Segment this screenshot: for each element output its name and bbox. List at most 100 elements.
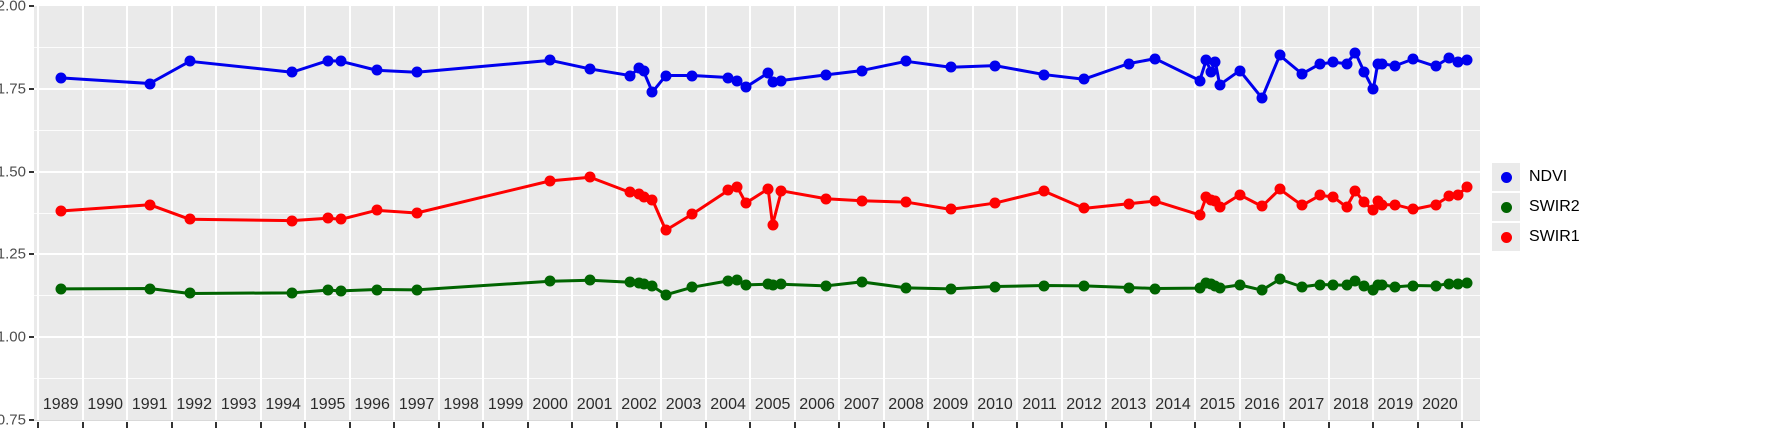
data-point-swir1 [1376,199,1388,211]
data-point-swir1 [335,213,347,225]
data-point-ndvi [1341,58,1353,70]
data-point-swir1 [1123,198,1134,210]
y-axis-tick-label: 1.75 [0,80,26,98]
x-axis-tick-mark [971,422,974,428]
y-axis-tick-label: 1.50 [0,163,26,181]
legend-marker-dot-icon [1500,201,1512,213]
y-axis: 0.75 1.00 1.25 1.50 1.75 2.00 [0,0,34,442]
data-point-swir2 [646,280,658,292]
data-point-swir1 [767,219,779,231]
gridline-major-vertical [749,6,752,420]
data-point-swir1 [1430,199,1441,211]
data-point-swir2 [1367,284,1379,296]
x-axis-tick-mark [749,422,752,428]
data-point-swir1 [1341,201,1353,213]
gridline-minor-horizontal [34,378,1480,380]
data-point-ndvi [762,67,774,79]
data-point-ndvi [1296,68,1308,80]
data-point-swir1 [55,205,67,217]
data-point-ndvi [1376,58,1388,70]
x-axis-tick-mark [259,422,262,428]
x-axis-tick-label: 2010 [977,396,1013,413]
data-point-swir2 [1314,279,1326,291]
x-axis-tick-label: 1997 [398,396,435,413]
x-axis-tick-label: 1989 [42,396,79,413]
data-point-ndvi [1349,47,1361,59]
data-point-ndvi [1200,54,1212,66]
gridline-major-vertical [882,6,885,420]
data-point-swir2 [1358,280,1370,292]
y-axis-tick-label: 1.25 [0,245,26,263]
x-axis-tick-label: 2007 [843,396,880,413]
x-axis-tick-label: 2012 [1066,396,1102,413]
data-point-swir1 [1274,183,1286,195]
x-axis-tick-label: 2014 [1155,396,1191,413]
data-point-swir2 [1296,281,1308,293]
x-axis-tick-mark [615,422,618,428]
gridline-major-vertical [1105,6,1108,420]
data-point-ndvi [775,75,787,87]
legend-marker-dot-icon [1500,231,1512,243]
x-axis-labels: 1989 1990 1991 1992 1993 1994 1995 1996 1997 1998… [34,396,1480,422]
data-point-ndvi [945,61,957,73]
y-axis-tick-mark [29,170,34,173]
data-point-ndvi [286,66,298,78]
gridline-major-vertical [126,6,129,420]
data-point-swir1 [660,224,672,236]
data-point-swir2 [144,283,156,294]
data-point-swir1 [1078,202,1090,214]
legend-item-swir2[interactable]: SWIR2 [1492,192,1612,222]
x-axis-tick-label: 2004 [710,396,746,413]
x-axis-tick-mark [882,422,885,428]
data-point-ndvi [1274,49,1286,61]
data-point-swir1 [1314,189,1326,201]
data-point-ndvi [322,55,334,67]
data-point-ndvi [144,78,156,89]
y-axis-tick-label: 2.00 [0,0,26,15]
x-axis-tick-mark [1194,422,1197,428]
x-axis-tick-mark [126,422,129,428]
x-axis-tick-label: 2001 [576,396,613,413]
legend-item-ndvi[interactable]: NDVI [1492,162,1612,192]
data-point-swir1 [1256,200,1268,212]
legend-item-swir1[interactable]: SWIR1 [1492,222,1612,252]
x-axis-tick-mark [1283,422,1286,428]
data-point-swir1 [184,213,196,225]
data-point-ndvi [646,86,658,98]
x-axis-tick-label: 1992 [176,396,212,413]
data-point-ndvi [335,55,347,67]
x-axis-tick-mark [838,422,841,428]
data-point-swir2 [900,282,912,294]
data-point-swir1 [544,175,556,187]
data-point-swir1 [900,196,912,208]
gridline-major-vertical [1327,6,1330,420]
data-point-ndvi [1256,92,1268,104]
data-point-swir1 [371,204,383,216]
data-point-swir1 [820,193,832,205]
data-point-ndvi [1430,60,1441,72]
gridline-minor-horizontal [34,46,1480,48]
x-axis-tick-mark [1461,422,1464,428]
data-point-swir2 [1349,275,1361,287]
data-point-swir2 [1407,280,1419,292]
y-axis-tick-mark [29,87,34,90]
gridline-major-vertical [793,6,796,420]
gridline-major-vertical [304,6,307,420]
data-point-swir2 [1214,282,1226,294]
data-point-swir2 [731,274,743,286]
data-point-swir1 [722,184,734,196]
x-axis-tick-label: 2016 [1244,396,1280,413]
x-axis-tick-mark [793,422,796,428]
data-point-swir1 [1452,189,1464,201]
data-point-ndvi [1123,58,1134,70]
data-point-swir2 [1038,280,1050,292]
data-point-swir2 [1430,280,1441,292]
data-point-swir2 [989,281,1001,293]
data-point-ndvi [371,64,383,76]
x-axis-tick-label: 2002 [621,396,657,413]
x-axis-tick-label: 1993 [220,396,257,413]
gridline-minor-horizontal [34,295,1480,297]
data-point-swir2 [335,285,347,297]
x-axis-tick-mark [1327,422,1330,428]
gridline-major-vertical [838,6,841,420]
